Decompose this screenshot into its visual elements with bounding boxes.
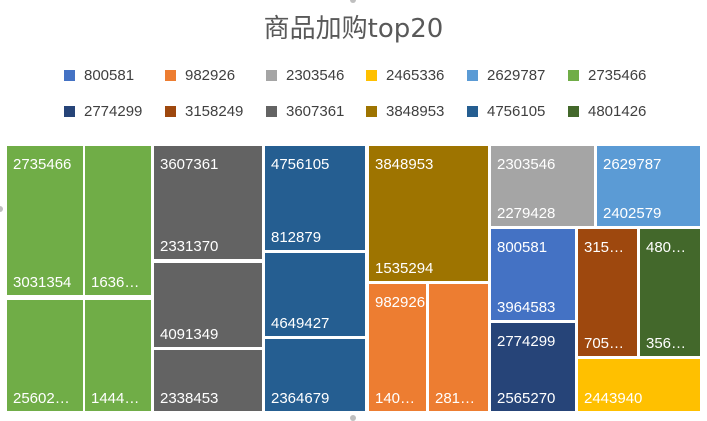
legend-label: 3158249 bbox=[185, 103, 244, 120]
tile-label: 25602… bbox=[13, 390, 70, 407]
treemap-tile[interactable] bbox=[265, 339, 365, 411]
tile-label: 4756105 bbox=[271, 156, 329, 173]
tile-label: 2735466 bbox=[13, 156, 71, 173]
tile-label: 480… bbox=[646, 239, 686, 256]
legend-row: 800581 982926 2303546 2465336 2629787 2735466 bbox=[0, 66, 707, 86]
treemap-tile[interactable] bbox=[369, 284, 426, 411]
tile-label: 2364679 bbox=[271, 390, 329, 407]
legend-swatch bbox=[64, 106, 75, 117]
legend-swatch bbox=[266, 106, 277, 117]
legend-label: 3607361 bbox=[286, 103, 345, 120]
legend-label: 2629787 bbox=[487, 67, 546, 84]
tile-label: 2402579 bbox=[603, 205, 661, 222]
legend-swatch bbox=[165, 106, 176, 117]
tile-label: 705… bbox=[584, 335, 624, 352]
legend-label: 4756105 bbox=[487, 103, 546, 120]
tile-label: 2565270 bbox=[497, 390, 555, 407]
treemap-tile[interactable] bbox=[578, 229, 637, 356]
legend-swatch bbox=[366, 106, 377, 117]
treemap-tile[interactable] bbox=[491, 323, 575, 411]
tile-label: 1444… bbox=[91, 390, 139, 407]
treemap-tile[interactable] bbox=[85, 300, 151, 411]
chart-frame-handle-bottom[interactable] bbox=[350, 415, 356, 421]
legend-swatch bbox=[467, 70, 478, 81]
tile-label: 140… bbox=[375, 390, 415, 407]
legend-label: 2465336 bbox=[386, 67, 445, 84]
tile-label: 315… bbox=[584, 239, 624, 256]
legend-swatch bbox=[266, 70, 277, 81]
treemap-tile[interactable] bbox=[154, 263, 262, 347]
legend-row: 2774299 3158249 3607361 3848953 4756105 48014… bbox=[0, 102, 707, 122]
legend-swatch bbox=[568, 70, 579, 81]
legend-swatch bbox=[165, 70, 176, 81]
tile-label: 2443940 bbox=[584, 390, 642, 407]
tile-label: 812879 bbox=[271, 229, 321, 246]
legend-swatch bbox=[568, 106, 579, 117]
treemap-tile[interactable] bbox=[369, 146, 488, 281]
tile-label: 800581 bbox=[497, 239, 547, 256]
tile-label: 2338453 bbox=[160, 390, 218, 407]
tile-label: 982926 bbox=[375, 294, 425, 311]
legend-label: 3848953 bbox=[386, 103, 445, 120]
tile-label: 3031354 bbox=[13, 274, 71, 291]
legend-swatch bbox=[64, 70, 75, 81]
treemap-tile[interactable] bbox=[85, 146, 151, 295]
treemap-tile[interactable] bbox=[597, 146, 700, 226]
treemap-tile[interactable] bbox=[7, 146, 83, 295]
treemap-tile[interactable] bbox=[491, 146, 594, 226]
legend-swatch bbox=[467, 106, 478, 117]
tile-label: 2629787 bbox=[603, 156, 661, 173]
treemap-tile[interactable] bbox=[154, 146, 262, 259]
tile-label: 1535294 bbox=[375, 260, 433, 277]
tile-label: 3848953 bbox=[375, 156, 433, 173]
tile-label: 3964583 bbox=[497, 299, 555, 316]
chart-title: 商品加购top20 bbox=[263, 14, 444, 44]
treemap-tile[interactable] bbox=[640, 229, 700, 356]
treemap-tile[interactable] bbox=[265, 146, 365, 250]
tile-label: 356… bbox=[646, 335, 686, 352]
treemap-tile[interactable] bbox=[578, 359, 700, 411]
treemap-tile[interactable] bbox=[7, 300, 83, 411]
tile-label: 2774299 bbox=[497, 333, 555, 350]
tile-label: 4091349 bbox=[160, 326, 218, 343]
legend-label: 800581 bbox=[84, 67, 135, 84]
tile-label: 1636… bbox=[91, 274, 139, 291]
legend-swatch bbox=[366, 70, 377, 81]
treemap-tile[interactable] bbox=[265, 253, 365, 336]
tile-label: 4649427 bbox=[271, 315, 329, 332]
tile-label: 2279428 bbox=[497, 205, 555, 222]
tile-label: 2331370 bbox=[160, 238, 218, 255]
tile-label: 2303546 bbox=[497, 156, 555, 173]
tile-label: 281… bbox=[435, 390, 475, 407]
tile-label: 3607361 bbox=[160, 156, 218, 173]
legend-label: 982926 bbox=[185, 67, 236, 84]
legend-label: 2735466 bbox=[588, 67, 647, 84]
chart-frame-handle-left[interactable] bbox=[0, 206, 3, 212]
legend-label: 4801426 bbox=[588, 103, 647, 120]
treemap-tile[interactable] bbox=[429, 284, 488, 411]
legend-label: 2303546 bbox=[286, 67, 345, 84]
chart-frame-handle-top[interactable] bbox=[350, 0, 356, 3]
treemap-tile[interactable] bbox=[154, 350, 262, 411]
treemap-tile[interactable] bbox=[491, 229, 575, 320]
legend-label: 2774299 bbox=[84, 103, 143, 120]
